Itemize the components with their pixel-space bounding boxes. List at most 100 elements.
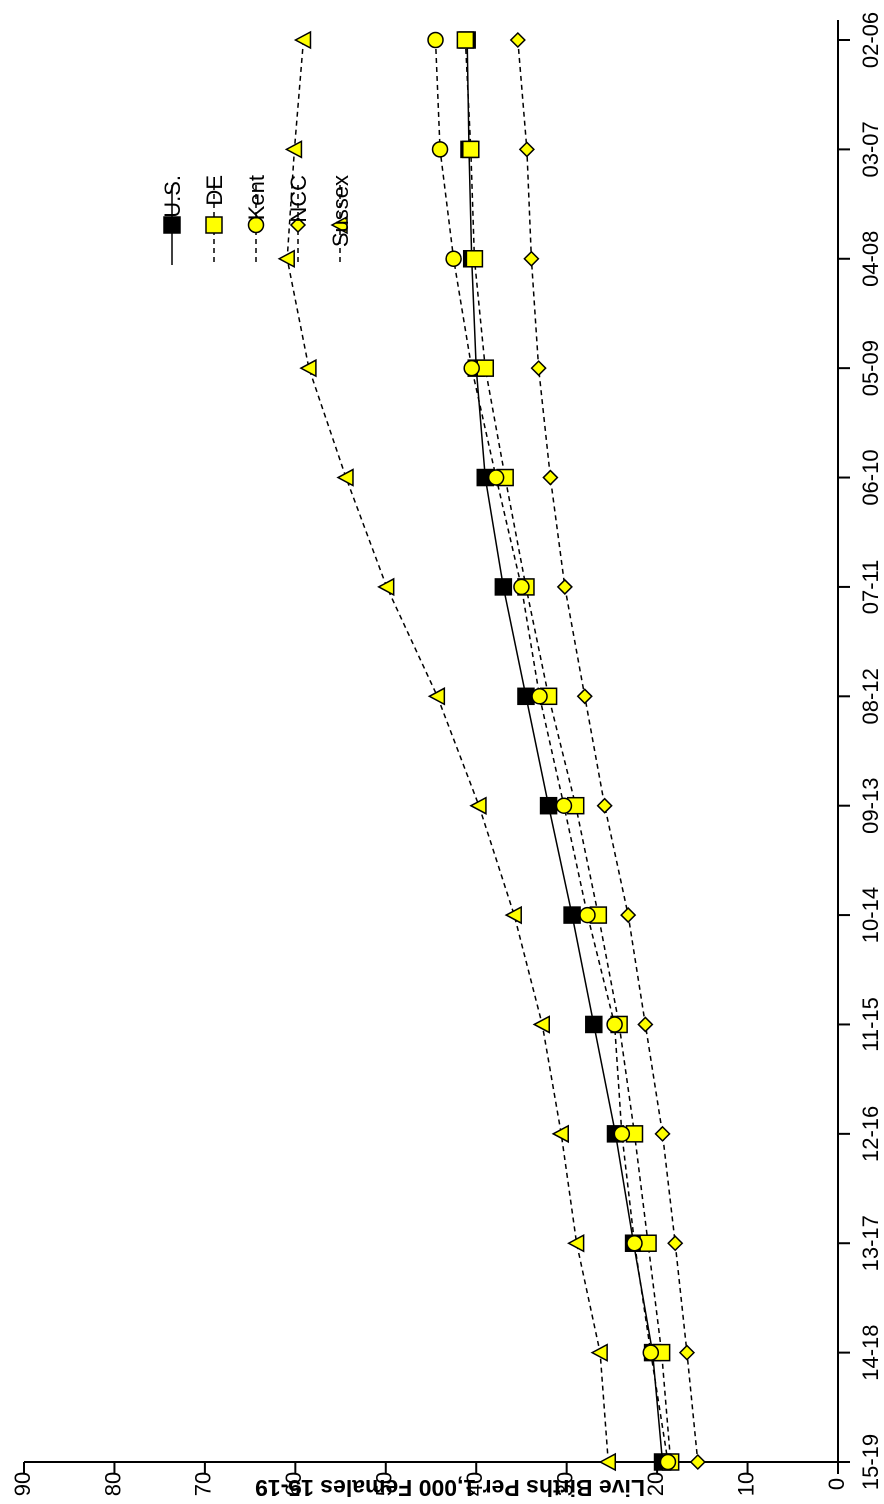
data-point [532, 1015, 550, 1034]
category-tick-label: 08-12 [858, 668, 883, 724]
series-line [434, 39, 669, 1463]
data-point [678, 1344, 696, 1361]
series-de [456, 31, 680, 1471]
category-tick-label: 07-11 [858, 560, 883, 615]
category-tick-label: 03-07 [858, 121, 883, 177]
data-point [513, 578, 530, 596]
data-point [606, 1016, 623, 1033]
data-point [456, 31, 475, 49]
data-point [667, 1235, 684, 1252]
data-point [431, 141, 449, 158]
data-point [539, 796, 558, 815]
data-point [689, 1453, 706, 1471]
category-tick-label: 10-14 [858, 887, 883, 943]
series-kent [427, 31, 677, 1471]
data-point [494, 578, 513, 596]
category-tick-label: 15-19 [858, 1434, 883, 1490]
legend-entry: Kent [244, 175, 269, 265]
category-tick-label: 12-16 [858, 1106, 883, 1162]
value-tick-label: 10 [733, 1472, 758, 1496]
series-line [466, 39, 664, 1463]
value-tick-label: 80 [100, 1472, 125, 1496]
data-point [463, 359, 480, 377]
legend-marker [289, 216, 307, 234]
data-point [637, 1016, 654, 1033]
legend-entry: Sussex [328, 175, 353, 265]
value-tick-label: 90 [10, 1472, 35, 1496]
data-point [284, 140, 303, 159]
data-point [598, 1452, 617, 1472]
data-point [509, 31, 526, 49]
legend-entry: DE [202, 175, 227, 265]
legend-marker [205, 216, 223, 234]
data-point [555, 797, 573, 814]
legend-label: NCC [286, 175, 311, 223]
legend-marker [163, 216, 181, 234]
series-layer [277, 30, 706, 1472]
category-tick-label: 04-08 [858, 231, 883, 287]
legend-label: Sussex [328, 175, 353, 247]
data-point [427, 31, 444, 49]
data-point [293, 30, 312, 50]
series-u-s [458, 31, 672, 1471]
category-tick-label: 13-17 [858, 1215, 883, 1271]
category-tick-label: 02-06 [858, 12, 883, 68]
data-point [596, 797, 613, 814]
data-point [626, 1234, 643, 1252]
category-tick-label: 09-13 [858, 778, 883, 834]
series-line [286, 39, 610, 1463]
category-tick-label: 06-10 [858, 449, 883, 505]
data-point [556, 578, 573, 595]
data-point [504, 905, 522, 925]
legend-marker [247, 216, 265, 234]
data-point [427, 687, 446, 706]
legend-label: Kent [244, 175, 269, 220]
data-point [523, 250, 540, 267]
data-point [620, 907, 637, 924]
series-line [517, 39, 699, 1463]
value-tick-label: 20 [643, 1472, 668, 1496]
legend-label: U.S. [160, 175, 185, 218]
data-point [531, 688, 548, 705]
category-tick-label: 05-09 [858, 340, 883, 396]
data-point [579, 906, 596, 924]
value-tick-label: 50 [372, 1472, 397, 1496]
legend-entry: U.S. [160, 175, 185, 265]
data-point [518, 141, 535, 158]
legend-entry: NCC [286, 175, 311, 265]
data-point [542, 469, 559, 486]
data-point [487, 469, 505, 486]
value-tick-label: 60 [281, 1472, 306, 1496]
value-tick-label: 30 [552, 1472, 577, 1496]
value-tick-label: 0 [824, 1478, 849, 1490]
data-point [642, 1344, 660, 1361]
category-tick-label: 11-15 [858, 997, 883, 1052]
data-point [277, 249, 295, 269]
legend: U.S. DE Kent NCC Sussex [160, 175, 353, 265]
data-point [654, 1125, 671, 1142]
data-point [551, 1124, 569, 1144]
data-point [613, 1125, 631, 1143]
series-sussex [277, 30, 617, 1472]
value-tick-label: 40 [462, 1472, 487, 1496]
data-point [590, 1343, 608, 1362]
category-tick-label: 14-18 [858, 1324, 883, 1380]
series-ncc [509, 31, 706, 1471]
data-point [469, 796, 487, 815]
y-axis-title: Live Births Per 1,000 Females 15-19 [255, 1475, 645, 1501]
data-point [336, 468, 354, 487]
data-point [530, 360, 547, 377]
data-point [462, 140, 480, 159]
axes: 02-06 03-07 04-08 05-09 06-10 07-11 08-12 09-13… [10, 12, 883, 1496]
data-point [567, 1233, 585, 1253]
series-line [464, 39, 672, 1463]
data-point [585, 1015, 603, 1034]
legend-marker [330, 215, 348, 235]
data-point [563, 906, 581, 924]
value-tick-label: 70 [191, 1472, 216, 1496]
data-point [377, 577, 395, 597]
data-point [659, 1453, 677, 1471]
data-point [465, 250, 484, 268]
data-point [445, 250, 462, 268]
